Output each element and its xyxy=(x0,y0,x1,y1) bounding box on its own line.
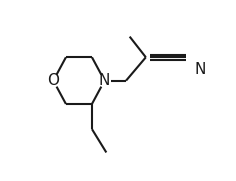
Text: N: N xyxy=(99,73,110,88)
Text: O: O xyxy=(47,73,59,88)
Text: N: N xyxy=(194,62,205,77)
